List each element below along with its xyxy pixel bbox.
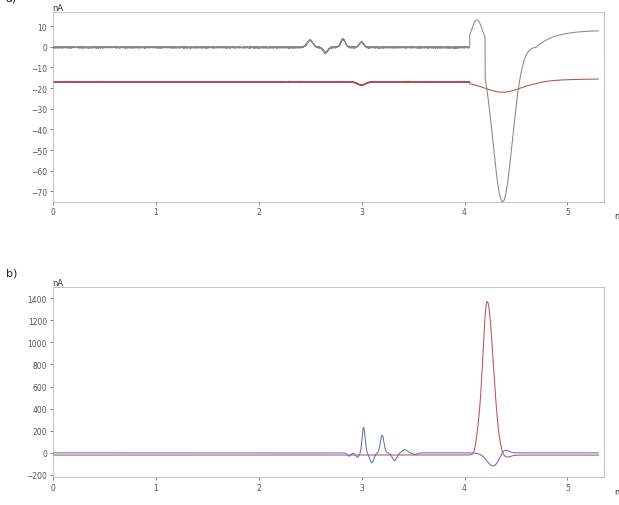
Text: nA: nA (53, 4, 64, 13)
Text: nA: nA (53, 279, 64, 287)
Text: min.: min. (615, 212, 619, 221)
Text: min.: min. (615, 487, 619, 496)
Text: a): a) (6, 0, 17, 3)
Text: b): b) (6, 268, 17, 278)
